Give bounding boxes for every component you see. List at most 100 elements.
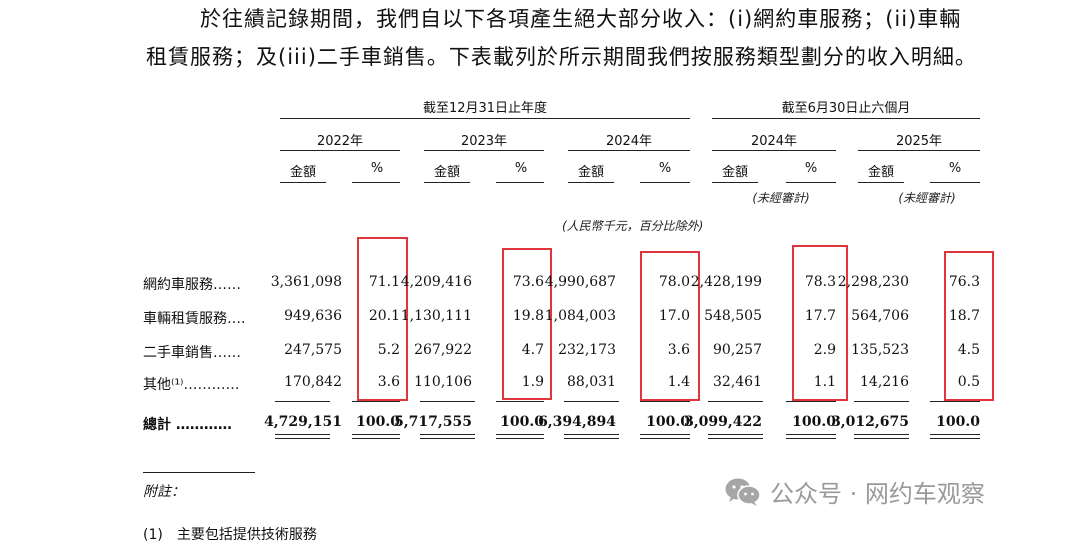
table-cell: 4,990,687: [544, 274, 616, 290]
col-pct: %: [804, 161, 818, 176]
year-rule: [712, 150, 836, 151]
total-cell: 3,099,422: [684, 414, 762, 430]
table-cell: 1.9: [521, 374, 544, 390]
table-cell: 76.3: [948, 274, 980, 290]
total-cell: 100.0: [500, 414, 544, 430]
table-cell: 247,575: [284, 342, 342, 358]
header-rule: [930, 182, 980, 183]
header-rule: [352, 182, 400, 183]
header-rule: [280, 182, 326, 183]
col-amount: 金額: [867, 165, 894, 180]
header-rule: [424, 182, 470, 183]
footnote-rule: [143, 472, 255, 473]
table-cell: 2.9: [813, 342, 836, 358]
table-cell: 20.1: [368, 308, 400, 324]
table-cell: 3,361,098: [270, 274, 342, 290]
table-cell: 4.5: [957, 342, 980, 358]
total-cell: 6,394,894: [538, 414, 616, 430]
table-cell: 78.0: [658, 274, 690, 290]
watermark-text: 公众号 · 网约车观察: [770, 480, 985, 508]
table-cell: 1,130,111: [400, 308, 472, 324]
row-label-used-car-sales: 二手車銷售……: [143, 345, 241, 361]
total-cell: 100.0: [356, 414, 400, 430]
sum-rule: [420, 401, 475, 402]
watermark: 公众号 · 网约车观察: [724, 474, 985, 509]
table-cell: 4.7: [521, 342, 544, 358]
table-cell: 0.5: [957, 374, 980, 390]
table-cell: 32,461: [713, 374, 762, 390]
header-rule: [858, 182, 904, 183]
group-header-6m: 截至6月30日止六個月: [781, 101, 911, 116]
table-cell: 135,523: [851, 342, 909, 358]
highlight-box-2024-6m: [792, 245, 848, 401]
double-rule: [420, 434, 475, 439]
year-rule: [424, 150, 544, 151]
unaudited-note-2024: (未經審計): [752, 191, 810, 205]
col-amount: 金額: [433, 165, 460, 180]
row-label-total: 總計 …………: [143, 417, 232, 433]
double-rule: [640, 434, 690, 439]
total-cell: 100.0: [792, 414, 836, 430]
header-rule: [496, 182, 544, 183]
col-amount: 金額: [721, 165, 748, 180]
table-cell: 2,298,230: [837, 274, 909, 290]
sum-rule: [708, 401, 763, 402]
year-rule: [280, 150, 400, 151]
group-header-fy: 截至12月31日止年度: [422, 101, 548, 116]
table-cell: 14,216: [860, 374, 909, 390]
double-rule: [930, 434, 980, 439]
unit-note: (人民幣千元，百分比除外): [562, 219, 704, 233]
total-cell: 100.0: [936, 414, 980, 430]
header-rule: [640, 182, 690, 183]
table-cell: 78.3: [804, 274, 836, 290]
group-rule-6m: [712, 118, 980, 119]
highlight-box-2025-6m: [944, 251, 994, 401]
double-rule: [275, 434, 330, 439]
double-rule: [496, 434, 544, 439]
table-cell: 110,106: [414, 374, 472, 390]
total-cell: 5,717,555: [394, 414, 472, 430]
sum-rule: [275, 401, 330, 402]
sum-rule: [352, 401, 400, 402]
table-cell: 90,257: [713, 342, 762, 358]
table-cell: 548,505: [704, 308, 762, 324]
year-2025-6m: 2025年: [895, 134, 943, 149]
table-cell: 170,842: [284, 374, 342, 390]
header-rule: [712, 182, 758, 183]
table-cell: 1.4: [667, 374, 690, 390]
header-rule: [568, 182, 614, 183]
footnote-line-1: (1) 主要包括提供技術服務: [143, 527, 317, 543]
double-rule: [854, 434, 909, 439]
highlight-box-2022: [357, 237, 408, 401]
table-cell: 71.1: [368, 274, 400, 290]
intro-line-2: 租賃服務；及(iii)二手車銷售。下表載列於所示期間我們按服務類型劃分的收入明細…: [146, 45, 977, 69]
total-cell: 3,012,675: [831, 414, 909, 430]
table-cell: 5.2: [377, 342, 400, 358]
row-label-others: 其他⁽¹⁾…………: [143, 377, 240, 393]
table-cell: 17.0: [658, 308, 690, 324]
sum-rule: [564, 401, 619, 402]
footnote-title: 附註：: [143, 484, 185, 500]
year-rule: [568, 150, 690, 151]
table-cell: 949,636: [284, 308, 342, 324]
sum-rule: [786, 401, 836, 402]
table-cell: 1,084,003: [544, 308, 616, 324]
double-rule: [708, 434, 763, 439]
table-cell: 232,173: [558, 342, 616, 358]
sum-rule: [640, 401, 690, 402]
intro-paragraph: 於往績記錄期間，我們自以下各項產生絕大部分收入：(i)網約車服務；(ii)車輛 …: [128, 0, 1068, 76]
col-pct: %: [514, 161, 528, 176]
col-pct: %: [658, 161, 672, 176]
wechat-icon: [725, 478, 761, 506]
table-cell: 2,428,199: [690, 274, 762, 290]
double-rule: [352, 434, 400, 439]
row-label-vehicle-rental: 車輛租賃服務….: [143, 311, 246, 327]
double-rule: [564, 434, 619, 439]
col-pct: %: [370, 161, 384, 176]
year-2023: 2023年: [460, 134, 508, 149]
highlight-box-2024: [640, 251, 700, 401]
table-cell: 4,209,416: [400, 274, 472, 290]
total-cell: 4,729,151: [264, 414, 342, 430]
table-cell: 3.6: [667, 342, 690, 358]
table-cell: 3.6: [377, 374, 400, 390]
